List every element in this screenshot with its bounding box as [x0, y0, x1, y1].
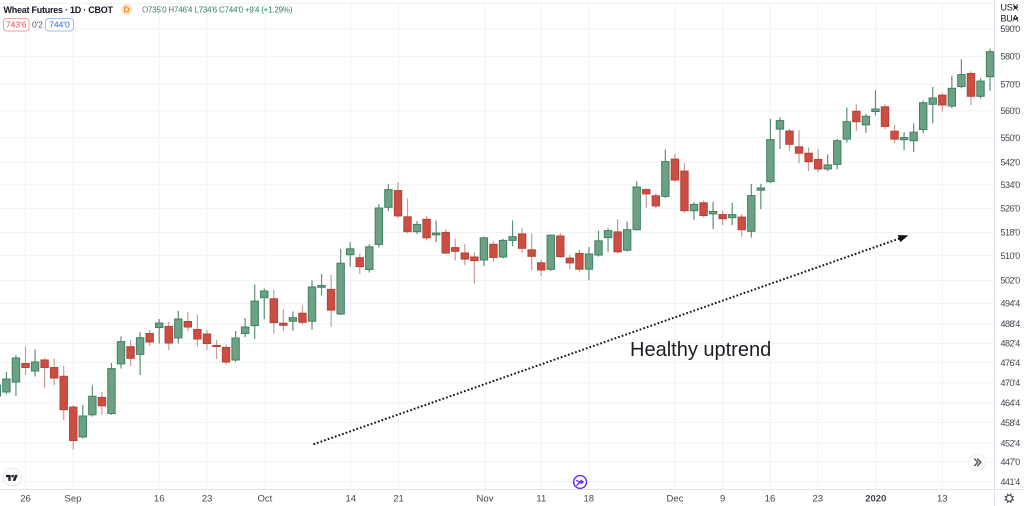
- svg-text:13: 13: [937, 494, 948, 505]
- svg-text:Wheat Futures · 1D · CBOT: Wheat Futures · 1D · CBOT: [4, 5, 114, 15]
- svg-text:21: 21: [393, 494, 404, 505]
- svg-text:16: 16: [765, 494, 776, 505]
- svg-text:580'0: 580'0: [1001, 52, 1021, 62]
- svg-text:488'4: 488'4: [1001, 319, 1021, 329]
- svg-text:447'0: 447'0: [1001, 457, 1021, 467]
- svg-text:452'4: 452'4: [1001, 439, 1021, 449]
- svg-text:14: 14: [346, 494, 357, 505]
- svg-text:O735'0 H746'4 L734'6 C744'0 +9: O735'0 H746'4 L734'6 C744'0 +9'4 (+1.29%…: [142, 5, 293, 14]
- svg-text:470'4: 470'4: [1001, 378, 1021, 388]
- svg-text:744'0: 744'0: [49, 20, 70, 30]
- svg-text:494'4: 494'4: [1001, 299, 1021, 309]
- svg-text:Oct: Oct: [258, 494, 273, 505]
- svg-text:BUA: BUA: [1001, 14, 1019, 24]
- svg-text:464'4: 464'4: [1001, 398, 1021, 408]
- svg-text:458'4: 458'4: [1001, 418, 1021, 428]
- svg-text:590'0: 590'0: [1001, 24, 1021, 34]
- svg-text:482'4: 482'4: [1001, 339, 1021, 349]
- svg-text:550'0: 550'0: [1001, 133, 1021, 143]
- svg-text:Nov: Nov: [477, 494, 494, 505]
- svg-text:534'0: 534'0: [1001, 180, 1021, 190]
- svg-text:2020: 2020: [865, 494, 886, 505]
- svg-text:0'2: 0'2: [32, 20, 43, 30]
- svg-text:Sep: Sep: [65, 494, 82, 505]
- svg-text:510'0: 510'0: [1001, 251, 1021, 261]
- svg-text:D: D: [124, 4, 130, 14]
- svg-text:23: 23: [813, 494, 824, 505]
- svg-text:11: 11: [536, 494, 546, 505]
- svg-text:Healthy uptrend: Healthy uptrend: [630, 339, 771, 361]
- svg-text:570'0: 570'0: [1001, 80, 1021, 90]
- svg-text:560'0: 560'0: [1001, 106, 1021, 116]
- svg-text:502'0: 502'0: [1001, 276, 1021, 286]
- svg-text:18: 18: [584, 494, 595, 505]
- svg-text:23: 23: [202, 494, 213, 505]
- svg-text:26: 26: [20, 494, 31, 505]
- svg-text:518'0: 518'0: [1001, 228, 1021, 238]
- svg-text:526'0: 526'0: [1001, 204, 1021, 214]
- svg-text:743'6: 743'6: [6, 20, 27, 30]
- svg-text:476'4: 476'4: [1001, 358, 1021, 368]
- svg-text:USX: USX: [1001, 3, 1019, 13]
- svg-text:9: 9: [720, 494, 725, 505]
- svg-text:16: 16: [154, 494, 165, 505]
- svg-text:542'0: 542'0: [1001, 157, 1021, 167]
- svg-text:Dec: Dec: [667, 494, 684, 505]
- svg-text:441'4: 441'4: [1001, 477, 1021, 487]
